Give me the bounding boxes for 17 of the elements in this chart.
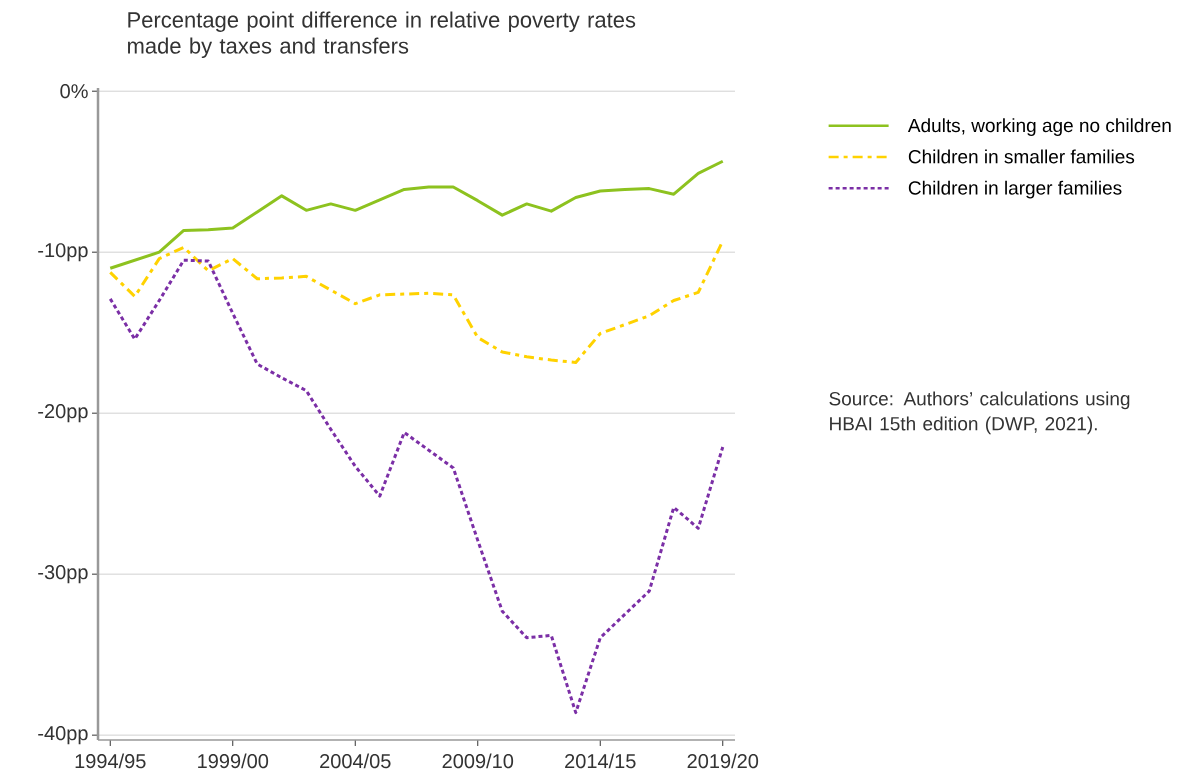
y-tick-label: 0% (60, 84, 88, 99)
x-tick-label: 2014/15 (565, 753, 636, 769)
legend-label: Adults, working age no children (907, 118, 1171, 136)
line-series (108, 258, 725, 715)
chart-title: Percentage point difference in relative poverty rates made by taxes and transfers (128, 11, 636, 59)
legend-label: Children in smaller families (908, 149, 1135, 164)
x-tick-label: 2009/10 (442, 753, 514, 769)
x-tick-label: 1994/95 (75, 753, 146, 769)
y-tick-label: -40pp (38, 726, 88, 745)
source-note: Source: Authors’ calculations using HBAI 15th edition (DWP, 2021). (829, 391, 1130, 435)
y-tick-label: -30pp (38, 565, 88, 584)
x-tick-label: 2004/05 (320, 753, 391, 769)
y-tick-label: -20pp (38, 404, 88, 423)
y-tick-label: -10pp (38, 243, 88, 262)
x-tick-label: 1999/00 (198, 753, 269, 769)
x-tick-label: 2019/20 (687, 753, 759, 769)
legend-label: Children in larger families (908, 180, 1122, 199)
